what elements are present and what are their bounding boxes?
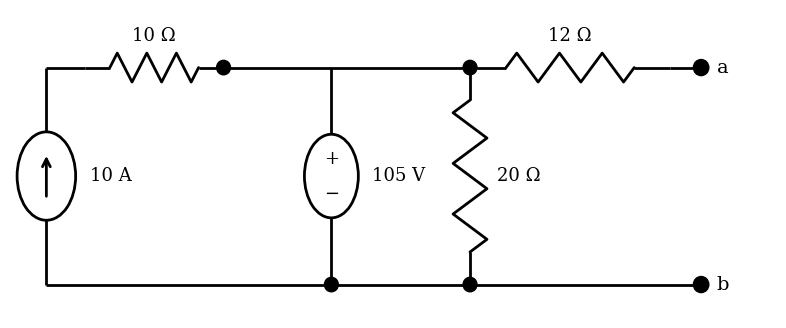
Circle shape — [463, 277, 477, 292]
Circle shape — [693, 59, 709, 76]
Text: 10 Ω: 10 Ω — [132, 27, 176, 45]
Circle shape — [217, 60, 230, 75]
Text: −: − — [324, 185, 339, 203]
Text: 12 Ω: 12 Ω — [549, 27, 592, 45]
Text: a: a — [717, 59, 728, 76]
Circle shape — [325, 277, 338, 292]
Text: 105 V: 105 V — [373, 167, 425, 185]
Text: 10 A: 10 A — [90, 167, 131, 185]
Text: +: + — [324, 150, 339, 168]
Text: b: b — [717, 276, 729, 294]
Circle shape — [693, 277, 709, 293]
Text: 20 Ω: 20 Ω — [497, 167, 541, 185]
Circle shape — [463, 60, 477, 75]
